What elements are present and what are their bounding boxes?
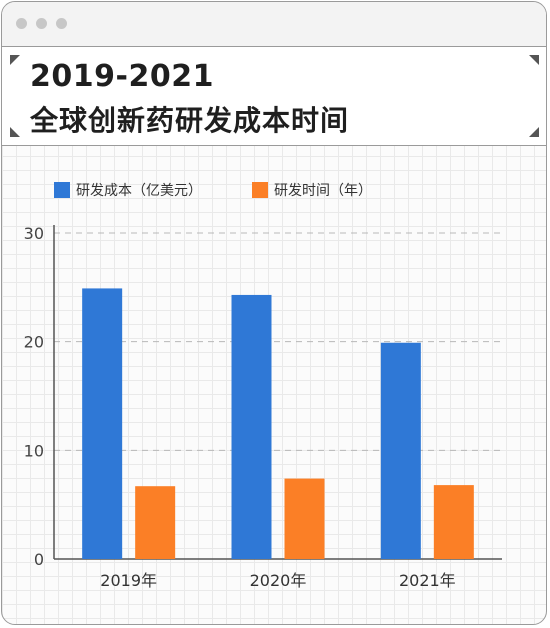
legend-label-2: 研发时间（年） xyxy=(274,183,372,199)
y-tick-label-20: 20 xyxy=(24,333,44,352)
corner-marks xyxy=(10,55,539,137)
window-dot-2 xyxy=(36,18,47,29)
corner-mark-top-right xyxy=(529,55,539,65)
tick-labels: 0 10 20 30 2019年 2020年 2021年 xyxy=(24,224,456,590)
x-tick-label-1: 2019年 xyxy=(100,571,157,590)
window-dot-1 xyxy=(16,18,27,29)
bar-cost-1 xyxy=(82,288,123,559)
corner-mark-bottom-left xyxy=(10,127,20,137)
window-dot-3 xyxy=(56,18,67,29)
bar-time-1 xyxy=(135,486,176,559)
bars xyxy=(82,288,474,559)
legend-swatch-1 xyxy=(54,182,70,198)
corner-mark-top-left xyxy=(10,55,20,65)
y-tick-label-30: 30 xyxy=(24,224,44,243)
y-tick-label-10: 10 xyxy=(24,441,44,460)
axes xyxy=(53,225,502,560)
chart-title-subject: 全球创新药研发成本时间 xyxy=(30,104,350,137)
window-titlebar xyxy=(2,2,546,47)
legend-label-1: 研发成本（亿美元） xyxy=(76,183,202,199)
legend-swatch-2 xyxy=(252,182,268,198)
bar-cost-3 xyxy=(380,342,421,559)
grid-lines xyxy=(54,232,502,451)
x-tick-label-2: 2020年 xyxy=(250,571,307,590)
bar-time-3 xyxy=(433,485,474,559)
bar-chart: 研发成本（亿美元） 研发时间（年） 0 10 20 30 2019年 2020年 2021年 xyxy=(24,182,502,590)
title-panel: 2019-2021 全球创新药研发成本时间 xyxy=(2,47,546,146)
bar-cost-2 xyxy=(231,294,272,559)
corner-mark-bottom-right xyxy=(529,127,539,137)
bar-time-2 xyxy=(284,478,325,559)
chart-title-years: 2019-2021 xyxy=(30,59,214,94)
legend: 研发成本（亿美元） 研发时间（年） xyxy=(54,182,372,199)
x-tick-label-3: 2021年 xyxy=(399,571,456,590)
y-tick-label-0: 0 xyxy=(34,550,44,569)
